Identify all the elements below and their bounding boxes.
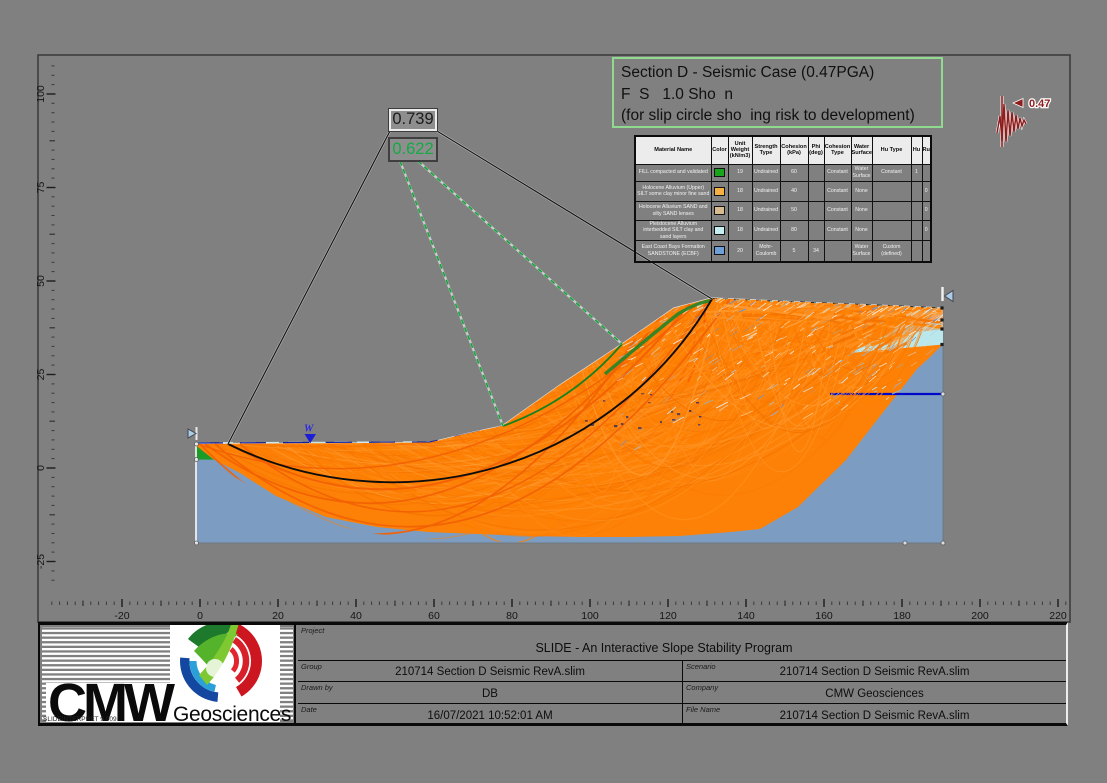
svg-text:0: 0 bbox=[197, 610, 203, 622]
svg-text:20: 20 bbox=[272, 610, 284, 622]
svg-text:140: 140 bbox=[737, 610, 755, 622]
svg-text:200: 200 bbox=[971, 610, 989, 622]
svg-text:100: 100 bbox=[35, 85, 47, 103]
svg-text:60: 60 bbox=[428, 610, 440, 622]
svg-text:160: 160 bbox=[815, 610, 833, 622]
svg-text:100: 100 bbox=[581, 610, 599, 622]
svg-text:180: 180 bbox=[893, 610, 911, 622]
svg-text:50: 50 bbox=[35, 275, 47, 287]
svg-text:SLIDEINTERPRET 9.009: SLIDEINTERPRET 9.009 bbox=[43, 716, 117, 723]
svg-text:220: 220 bbox=[1049, 610, 1067, 622]
svg-text:40: 40 bbox=[350, 610, 362, 622]
svg-text:W: W bbox=[304, 424, 314, 435]
svg-text:Geosciences: Geosciences bbox=[173, 703, 291, 723]
svg-text:-20: -20 bbox=[114, 610, 129, 622]
svg-text:CMW: CMW bbox=[48, 673, 175, 723]
svg-text:75: 75 bbox=[35, 182, 47, 194]
svg-text:80: 80 bbox=[506, 610, 518, 622]
svg-text:120: 120 bbox=[659, 610, 677, 622]
svg-text:-25: -25 bbox=[35, 554, 47, 569]
svg-text:25: 25 bbox=[35, 369, 47, 381]
svg-text:0: 0 bbox=[35, 465, 47, 471]
svg-text:0.47: 0.47 bbox=[1029, 98, 1050, 110]
